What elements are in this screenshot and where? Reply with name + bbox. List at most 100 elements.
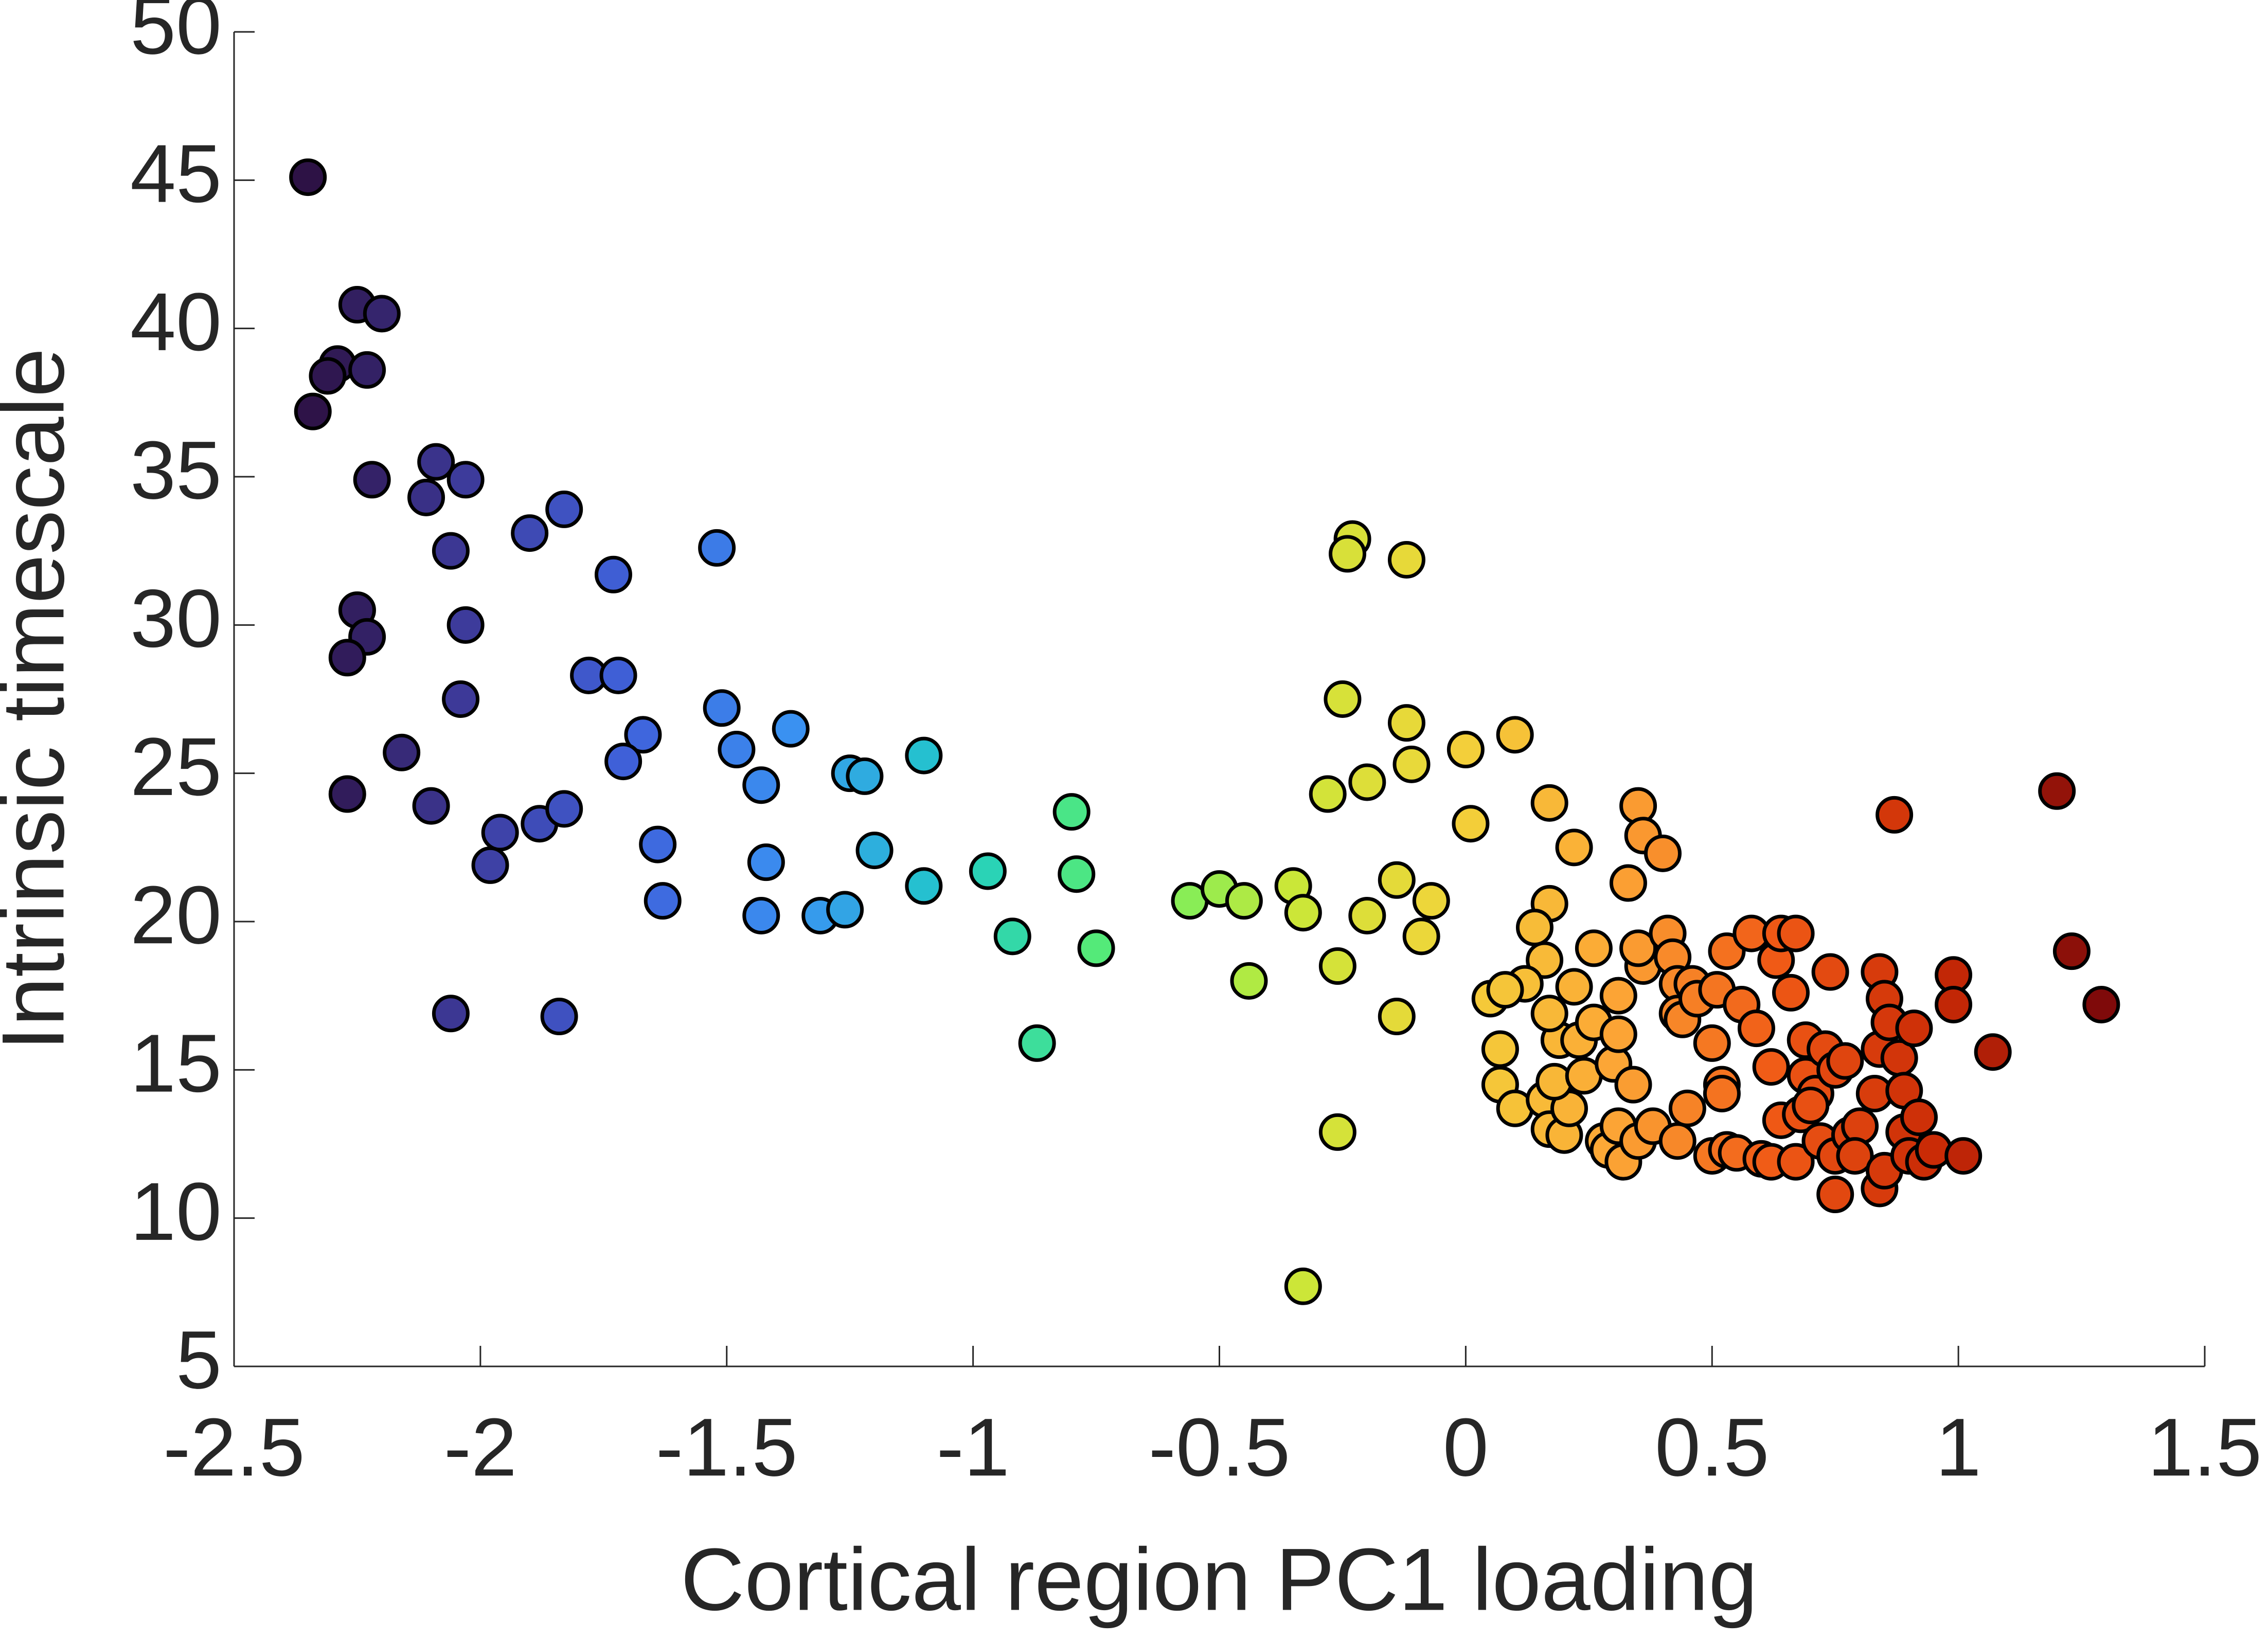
point (1836, 1137, 1874, 1175)
point (442, 680, 480, 718)
point (1496, 716, 1534, 754)
point (1609, 864, 1647, 902)
point (1230, 962, 1268, 1000)
point (1693, 1024, 1731, 1062)
point (1378, 861, 1416, 899)
point (1895, 1010, 1933, 1048)
point (1329, 535, 1367, 573)
point (447, 461, 485, 499)
point (1772, 974, 1810, 1012)
point (1077, 929, 1115, 967)
point (328, 775, 366, 813)
point (1387, 540, 1425, 579)
point (905, 736, 943, 774)
point (644, 882, 682, 920)
point (599, 656, 637, 694)
point (1530, 784, 1568, 822)
point (855, 832, 894, 870)
y-tick-label: 35 (130, 424, 222, 516)
point (545, 790, 583, 828)
point (604, 743, 642, 781)
point (309, 357, 347, 395)
y-tick-label: 40 (130, 276, 222, 368)
point (742, 766, 780, 804)
point (1944, 1137, 1983, 1175)
point (407, 478, 445, 516)
point (363, 295, 401, 333)
point (412, 787, 450, 825)
point (1486, 971, 1524, 1009)
x-axis-label: Cortical region PC1 loading (681, 1530, 1758, 1629)
point (1777, 914, 1815, 952)
point (417, 443, 455, 481)
point (594, 555, 632, 593)
y-tick-label: 25 (130, 720, 222, 813)
point (1752, 1048, 1790, 1086)
point (1826, 1042, 1864, 1080)
x-tick-label: -1 (936, 1401, 1009, 1493)
point (747, 843, 785, 881)
point (1378, 998, 1416, 1036)
point (289, 158, 327, 196)
point (1792, 1087, 1830, 1125)
point (1515, 909, 1553, 947)
point (703, 689, 741, 727)
point (383, 733, 421, 771)
point (471, 846, 509, 884)
x-tick-label: -1.5 (656, 1401, 798, 1493)
point (432, 532, 470, 570)
point (1412, 882, 1450, 920)
y-tick-label: 45 (130, 128, 222, 220)
point (1935, 985, 1973, 1023)
y-tick-label: 10 (130, 1165, 222, 1257)
point (846, 757, 884, 795)
point (545, 490, 583, 528)
point (1599, 1015, 1637, 1053)
point (511, 514, 549, 552)
point (1526, 941, 1564, 979)
x-tick-label: 0 (1443, 1401, 1489, 1493)
x-tick-label: -2 (444, 1401, 517, 1493)
point (447, 606, 485, 644)
point (1318, 947, 1356, 985)
point (1737, 1010, 1775, 1048)
point (432, 995, 470, 1033)
point (826, 891, 864, 929)
point (1284, 894, 1322, 932)
point (1387, 704, 1425, 742)
point (1530, 995, 1568, 1033)
point (2052, 932, 2091, 970)
point (1599, 977, 1637, 1015)
point (718, 731, 756, 769)
point (2038, 772, 2076, 810)
point (1555, 828, 1593, 867)
point (1348, 763, 1386, 801)
point (1018, 1024, 1056, 1062)
point (1392, 745, 1431, 783)
x-tick-label: 1 (1936, 1401, 1981, 1493)
point (1658, 1122, 1696, 1160)
y-tick-label: 15 (130, 1017, 222, 1109)
point (772, 710, 810, 748)
y-tick-label: 20 (130, 869, 222, 961)
point (348, 351, 386, 389)
point (1225, 882, 1263, 920)
point (1777, 1143, 1815, 1181)
point (1555, 968, 1593, 1006)
point (2082, 985, 2120, 1023)
point (1058, 855, 1096, 893)
point (1575, 929, 1613, 967)
point (1644, 834, 1682, 872)
y-tick-label: 30 (130, 572, 222, 664)
point (905, 867, 943, 905)
point (1052, 793, 1091, 831)
point (993, 917, 1031, 956)
point (1446, 731, 1485, 769)
point (328, 639, 366, 677)
point (624, 716, 662, 754)
point (540, 998, 578, 1036)
y-axis-label: Intrinsic timescale (0, 348, 82, 1051)
point (1614, 1066, 1652, 1104)
